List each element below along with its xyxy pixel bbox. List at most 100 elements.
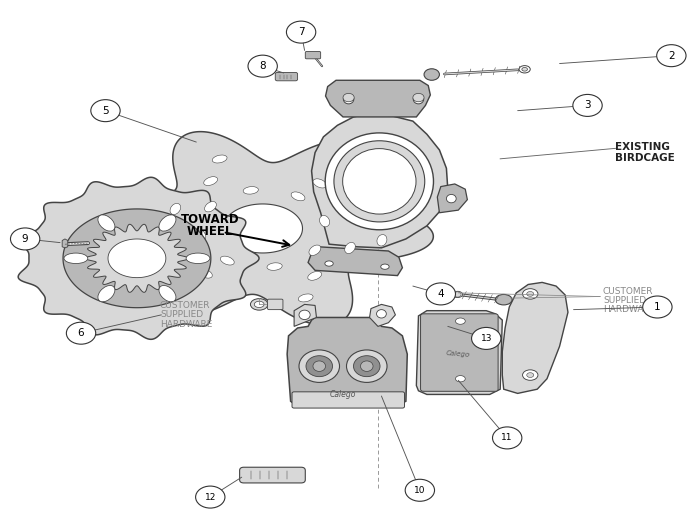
Text: 9: 9 <box>22 234 29 244</box>
Polygon shape <box>326 80 430 117</box>
Circle shape <box>405 479 435 501</box>
Polygon shape <box>62 239 68 248</box>
Text: 2: 2 <box>668 51 675 61</box>
Text: EXISTING: EXISTING <box>615 142 671 152</box>
Polygon shape <box>223 204 302 253</box>
Text: Calego: Calego <box>330 390 356 399</box>
Polygon shape <box>294 304 316 327</box>
Ellipse shape <box>377 235 387 246</box>
Ellipse shape <box>360 361 373 371</box>
Ellipse shape <box>313 179 327 188</box>
Ellipse shape <box>456 318 466 324</box>
Text: 8: 8 <box>260 61 266 71</box>
Ellipse shape <box>299 310 310 320</box>
Ellipse shape <box>313 361 326 371</box>
Polygon shape <box>438 184 468 213</box>
Ellipse shape <box>220 256 234 265</box>
Ellipse shape <box>354 356 380 376</box>
Circle shape <box>643 296 672 318</box>
Ellipse shape <box>306 356 332 376</box>
Ellipse shape <box>196 230 206 242</box>
Polygon shape <box>370 304 395 327</box>
FancyBboxPatch shape <box>292 392 405 408</box>
Ellipse shape <box>346 207 357 218</box>
Polygon shape <box>416 311 503 394</box>
Ellipse shape <box>344 94 354 104</box>
Text: 10: 10 <box>414 486 426 495</box>
Ellipse shape <box>343 149 416 214</box>
Circle shape <box>573 94 602 117</box>
Text: 13: 13 <box>480 334 492 343</box>
Ellipse shape <box>243 186 258 194</box>
Ellipse shape <box>199 269 212 278</box>
FancyBboxPatch shape <box>305 51 321 59</box>
Ellipse shape <box>332 166 346 175</box>
Text: 1: 1 <box>654 302 661 312</box>
Polygon shape <box>312 113 448 248</box>
Polygon shape <box>92 132 433 326</box>
Text: 5: 5 <box>102 106 108 116</box>
FancyBboxPatch shape <box>421 314 498 391</box>
Ellipse shape <box>424 69 440 80</box>
Text: HARDWARE: HARDWARE <box>603 305 655 314</box>
Ellipse shape <box>377 310 386 318</box>
Ellipse shape <box>381 264 389 269</box>
Ellipse shape <box>159 286 176 302</box>
Circle shape <box>286 21 316 43</box>
Ellipse shape <box>456 375 466 382</box>
Circle shape <box>195 486 225 508</box>
Circle shape <box>343 93 354 102</box>
Polygon shape <box>85 224 188 292</box>
Text: Calego: Calego <box>446 350 470 358</box>
Ellipse shape <box>522 67 527 71</box>
Polygon shape <box>63 209 211 308</box>
Ellipse shape <box>267 263 282 270</box>
Ellipse shape <box>98 286 115 302</box>
Ellipse shape <box>212 155 227 163</box>
Polygon shape <box>287 318 407 406</box>
Polygon shape <box>108 239 166 278</box>
Circle shape <box>472 328 501 350</box>
Ellipse shape <box>299 350 340 382</box>
Ellipse shape <box>325 261 333 266</box>
Ellipse shape <box>447 194 456 203</box>
Ellipse shape <box>254 301 264 308</box>
Text: 3: 3 <box>584 100 591 110</box>
Circle shape <box>493 427 522 449</box>
Ellipse shape <box>291 192 305 201</box>
Circle shape <box>454 292 461 297</box>
Ellipse shape <box>334 141 425 222</box>
Ellipse shape <box>159 215 176 231</box>
Ellipse shape <box>186 253 210 264</box>
Text: 12: 12 <box>204 492 216 501</box>
FancyBboxPatch shape <box>267 299 283 310</box>
Ellipse shape <box>168 239 178 250</box>
Ellipse shape <box>251 299 268 310</box>
Polygon shape <box>503 282 568 393</box>
Text: CUSTOMER: CUSTOMER <box>160 301 211 310</box>
Ellipse shape <box>204 176 218 185</box>
Ellipse shape <box>170 203 181 215</box>
Ellipse shape <box>496 295 512 305</box>
Ellipse shape <box>308 271 321 280</box>
Circle shape <box>91 100 120 122</box>
Ellipse shape <box>204 202 216 212</box>
Text: BIRDCAGE: BIRDCAGE <box>615 153 675 163</box>
Text: 4: 4 <box>438 289 444 299</box>
Ellipse shape <box>180 281 193 291</box>
Ellipse shape <box>326 133 433 230</box>
Circle shape <box>248 55 277 77</box>
Ellipse shape <box>413 94 424 104</box>
Ellipse shape <box>344 243 356 254</box>
Circle shape <box>657 45 686 67</box>
Circle shape <box>426 283 456 305</box>
Polygon shape <box>308 247 402 276</box>
Ellipse shape <box>519 66 530 73</box>
Text: TOWARD: TOWARD <box>181 213 239 226</box>
Ellipse shape <box>526 373 533 377</box>
Ellipse shape <box>320 215 330 227</box>
Ellipse shape <box>64 253 88 264</box>
Ellipse shape <box>98 215 115 231</box>
Ellipse shape <box>453 291 463 298</box>
Polygon shape <box>18 177 259 339</box>
